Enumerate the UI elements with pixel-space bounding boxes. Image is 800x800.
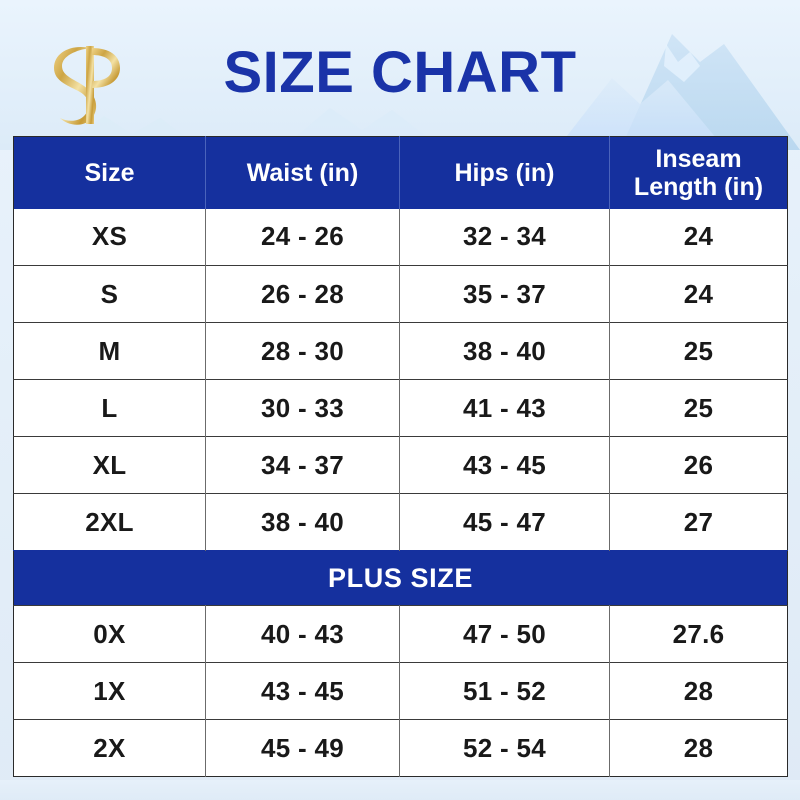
cell-inseam: 28 bbox=[609, 719, 788, 777]
sp-monogram-logo bbox=[38, 36, 134, 128]
cell-inseam: 24 bbox=[609, 208, 788, 266]
cell-inseam: 25 bbox=[609, 322, 788, 380]
column-header-inseam: Inseam Length (in) bbox=[609, 136, 788, 209]
cell-size: S bbox=[13, 265, 206, 323]
cell-waist: 30 - 33 bbox=[205, 379, 400, 437]
cell-size: 2XL bbox=[13, 493, 206, 551]
column-header-size: Size bbox=[13, 136, 206, 209]
cell-waist: 38 - 40 bbox=[205, 493, 400, 551]
table-row: M 28 - 30 38 - 40 25 bbox=[13, 322, 788, 380]
cell-size: 0X bbox=[13, 605, 206, 663]
page-header: SIZE CHART bbox=[0, 0, 800, 136]
table-header: Size Waist (in) Hips (in) Inseam Length … bbox=[13, 136, 788, 209]
cell-inseam: 24 bbox=[609, 265, 788, 323]
cell-hips: 45 - 47 bbox=[399, 493, 610, 551]
cell-hips: 51 - 52 bbox=[399, 662, 610, 720]
cell-hips: 47 - 50 bbox=[399, 605, 610, 663]
plus-size-label: PLUS SIZE bbox=[13, 550, 788, 606]
cell-hips: 35 - 37 bbox=[399, 265, 610, 323]
cell-inseam: 27.6 bbox=[609, 605, 788, 663]
table-row: L 30 - 33 41 - 43 25 bbox=[13, 379, 788, 437]
cell-size: 2X bbox=[13, 719, 206, 777]
footer-background-strip bbox=[0, 780, 800, 800]
cell-size: L bbox=[13, 379, 206, 437]
table-header-row: Size Waist (in) Hips (in) Inseam Length … bbox=[13, 136, 788, 209]
size-chart-table: Size Waist (in) Hips (in) Inseam Length … bbox=[13, 136, 788, 777]
cell-waist: 24 - 26 bbox=[205, 208, 400, 266]
cell-hips: 38 - 40 bbox=[399, 322, 610, 380]
column-header-waist: Waist (in) bbox=[205, 136, 400, 209]
cell-hips: 32 - 34 bbox=[399, 208, 610, 266]
column-header-inseam-line2: Length (in) bbox=[633, 172, 764, 201]
cell-inseam: 26 bbox=[609, 436, 788, 494]
cell-waist: 28 - 30 bbox=[205, 322, 400, 380]
column-header-hips: Hips (in) bbox=[399, 136, 610, 209]
cell-inseam: 28 bbox=[609, 662, 788, 720]
cell-size: M bbox=[13, 322, 206, 380]
cell-waist: 34 - 37 bbox=[205, 436, 400, 494]
table-row: 0X 40 - 43 47 - 50 27.6 bbox=[13, 605, 788, 663]
table-row: S 26 - 28 35 - 37 24 bbox=[13, 265, 788, 323]
cell-hips: 41 - 43 bbox=[399, 379, 610, 437]
cell-size: 1X bbox=[13, 662, 206, 720]
size-chart-table-container: Size Waist (in) Hips (in) Inseam Length … bbox=[13, 136, 788, 777]
table-row: 2XL 38 - 40 45 - 47 27 bbox=[13, 493, 788, 551]
cell-inseam: 25 bbox=[609, 379, 788, 437]
table-row: 1X 43 - 45 51 - 52 28 bbox=[13, 662, 788, 720]
cell-hips: 43 - 45 bbox=[399, 436, 610, 494]
cell-size: XL bbox=[13, 436, 206, 494]
cell-waist: 43 - 45 bbox=[205, 662, 400, 720]
plus-size-section-divider: PLUS SIZE bbox=[13, 550, 788, 606]
table-body: XS 24 - 26 32 - 34 24 S 26 - 28 35 - 37 … bbox=[13, 208, 788, 777]
cell-waist: 40 - 43 bbox=[205, 605, 400, 663]
page-title: SIZE CHART bbox=[223, 39, 577, 105]
cell-inseam: 27 bbox=[609, 493, 788, 551]
cell-waist: 45 - 49 bbox=[205, 719, 400, 777]
cell-waist: 26 - 28 bbox=[205, 265, 400, 323]
cell-size: XS bbox=[13, 208, 206, 266]
table-row: XS 24 - 26 32 - 34 24 bbox=[13, 208, 788, 266]
table-row: 2X 45 - 49 52 - 54 28 bbox=[13, 719, 788, 777]
column-header-inseam-line1: Inseam bbox=[655, 144, 742, 173]
cell-hips: 52 - 54 bbox=[399, 719, 610, 777]
table-row: XL 34 - 37 43 - 45 26 bbox=[13, 436, 788, 494]
